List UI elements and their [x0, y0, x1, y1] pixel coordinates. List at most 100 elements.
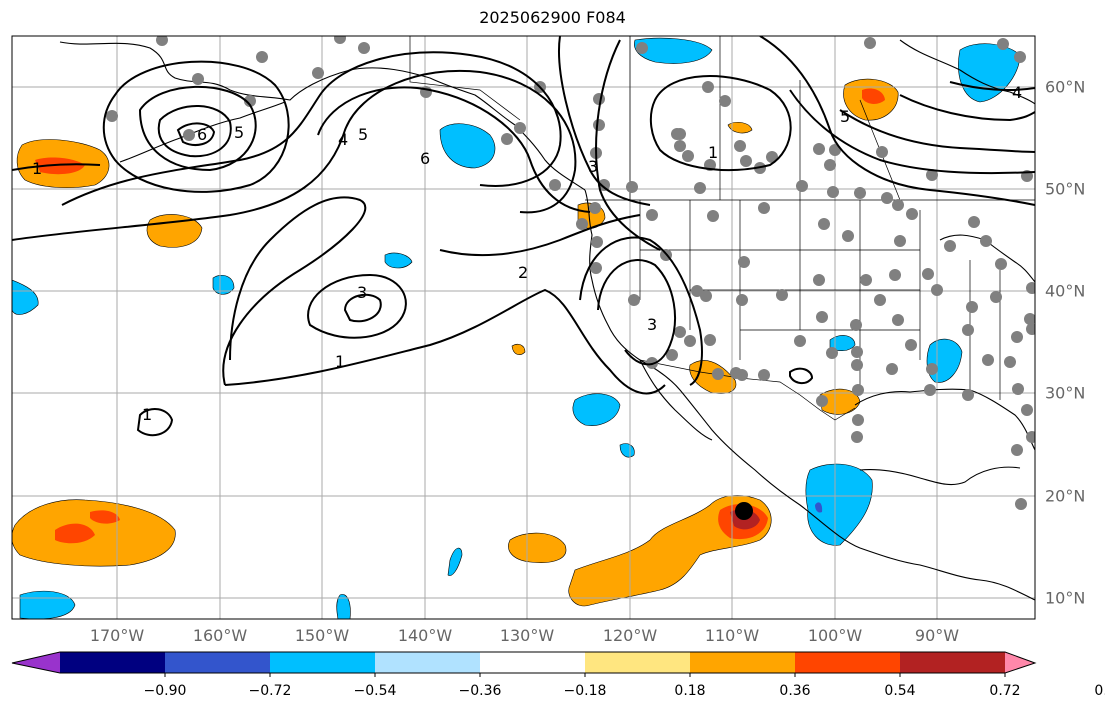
strong-positive-anomaly-region: [35, 157, 85, 175]
station-marker: [926, 169, 938, 181]
political-borders: [409, 36, 1035, 421]
contour-label: 5: [840, 107, 850, 126]
strong-positive-anomaly-region: [862, 88, 885, 104]
station-marker: [106, 110, 118, 122]
colorbar-segment: [795, 652, 901, 673]
station-marker: [1015, 498, 1027, 510]
station-marker: [852, 384, 864, 396]
station-marker: [1024, 313, 1035, 325]
colorbar-extend-min: [12, 652, 60, 673]
contour-label: 2: [518, 263, 528, 282]
contour-line: [759, 36, 1035, 206]
longitude-label: 170°W: [89, 626, 145, 645]
station-marker: [358, 42, 370, 54]
longitude-label: 100°W: [807, 626, 863, 645]
station-marker: [968, 216, 980, 228]
latitude-label: 30°N: [1045, 383, 1086, 403]
contour-label: 3: [357, 283, 367, 302]
longitude-label: 150°W: [294, 626, 350, 645]
station-marker: [922, 268, 934, 280]
station-marker: [842, 230, 854, 242]
canada-province-borders: [629, 36, 901, 201]
station-marker: [682, 150, 694, 162]
station-marker: [183, 129, 195, 141]
colorbar-segment: [165, 652, 271, 673]
colorbar-segment: [480, 652, 586, 673]
station-marker: [666, 349, 678, 361]
negative-anomaly-region: [805, 463, 873, 546]
map-frame: [11, 35, 1036, 620]
latitude-label: 60°N: [1045, 77, 1086, 97]
station-marker: [591, 236, 603, 248]
contour-line: [307, 273, 407, 339]
station-marker: [700, 290, 712, 302]
station-marker: [851, 359, 863, 371]
contour-label: 4: [1012, 83, 1022, 102]
contour-label: 3: [647, 315, 657, 334]
station-marker: [864, 37, 876, 49]
station-marker: [990, 291, 1002, 303]
station-marker: [704, 334, 716, 346]
contour-line: [597, 259, 676, 366]
contour-line: [12, 163, 101, 171]
contour-labels: 1 1 1 1 2 3 3 3 4 4 5 5 5 6 6: [32, 83, 1022, 424]
station-marker: [931, 284, 943, 296]
colorbar-segment: [900, 652, 1006, 673]
contour-label: 1: [335, 352, 345, 371]
negative-anomaly-region: [572, 393, 621, 426]
station-marker: [926, 363, 938, 375]
station-marker: [244, 95, 256, 107]
negative-anomaly-region: [12, 279, 39, 315]
negative-anomaly-region: [19, 590, 351, 619]
contour-line: [949, 81, 1035, 91]
contour-line: [224, 288, 666, 395]
station-marker: [892, 199, 904, 211]
colorbar-tick-label: 0.54: [884, 683, 916, 699]
contour-label: 1: [708, 143, 718, 162]
station-marker: [1014, 51, 1026, 63]
station-marker: [894, 235, 906, 247]
station-marker: [707, 210, 719, 222]
station-marker: [719, 95, 731, 107]
contour-line: [157, 105, 232, 158]
station-marker: [674, 140, 686, 152]
station-marker: [892, 314, 904, 326]
contour-line: [12, 69, 577, 241]
station-marker: [824, 159, 836, 171]
station-marker: [905, 339, 917, 351]
station-marker: [593, 119, 605, 131]
station-marker: [850, 319, 862, 331]
longitude-label: 90°W: [914, 626, 960, 645]
station-marker: [636, 42, 648, 54]
station-marker: [826, 347, 838, 359]
station-marker: [156, 36, 168, 46]
longitude-label: 130°W: [499, 626, 555, 645]
colorbar-tick-label: 0.72: [989, 683, 1021, 699]
negative-anomaly-region: [958, 43, 1021, 103]
colorbar-tick-label: −0.36: [458, 683, 502, 699]
station-marker: [827, 186, 839, 198]
station-marker: [816, 311, 828, 323]
station-marker: [598, 179, 610, 191]
station-marker: [1012, 383, 1024, 395]
colorbar-segment: [690, 652, 796, 673]
contour-line: [317, 86, 591, 213]
negative-anomaly-region: [212, 252, 635, 576]
station-marker: [966, 301, 978, 313]
station-marker: [1021, 404, 1033, 416]
longitude-label: 160°W: [192, 626, 248, 645]
station-marker: [924, 384, 936, 396]
station-marker: [576, 218, 588, 230]
strong-positive-anomaly-region: [55, 510, 120, 544]
alaska-border: [409, 36, 521, 121]
station-marker: [794, 335, 806, 347]
map-title: 2025062900 F084: [479, 8, 626, 27]
baja-california: [639, 359, 713, 441]
gulf-coast: [854, 388, 1035, 451]
contour-line: [176, 122, 216, 146]
station-marker: [1011, 444, 1023, 456]
station-marker: [646, 209, 658, 221]
station-marker: [192, 73, 204, 85]
station-marker: [256, 51, 268, 63]
